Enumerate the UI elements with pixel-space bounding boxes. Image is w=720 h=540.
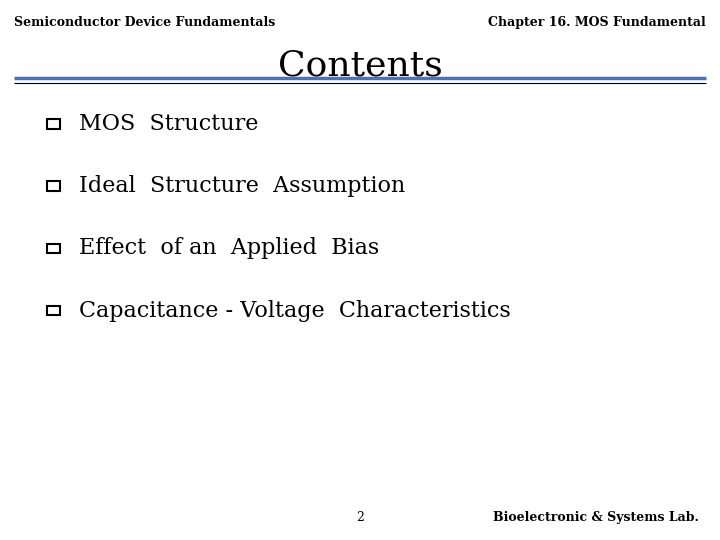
- Text: Contents: Contents: [278, 49, 442, 83]
- Text: 2: 2: [356, 511, 364, 524]
- Text: Capacitance - Voltage  Characteristics: Capacitance - Voltage Characteristics: [79, 300, 511, 321]
- Text: Semiconductor Device Fundamentals: Semiconductor Device Fundamentals: [14, 16, 276, 29]
- Text: Effect  of an  Applied  Bias: Effect of an Applied Bias: [79, 238, 379, 259]
- FancyBboxPatch shape: [47, 181, 60, 191]
- Text: Ideal  Structure  Assumption: Ideal Structure Assumption: [79, 176, 405, 197]
- Text: Bioelectronic & Systems Lab.: Bioelectronic & Systems Lab.: [492, 511, 698, 524]
- Text: Chapter 16. MOS Fundamental: Chapter 16. MOS Fundamental: [488, 16, 706, 29]
- FancyBboxPatch shape: [47, 119, 60, 129]
- Text: MOS  Structure: MOS Structure: [79, 113, 258, 135]
- FancyBboxPatch shape: [47, 306, 60, 315]
- FancyBboxPatch shape: [47, 244, 60, 253]
